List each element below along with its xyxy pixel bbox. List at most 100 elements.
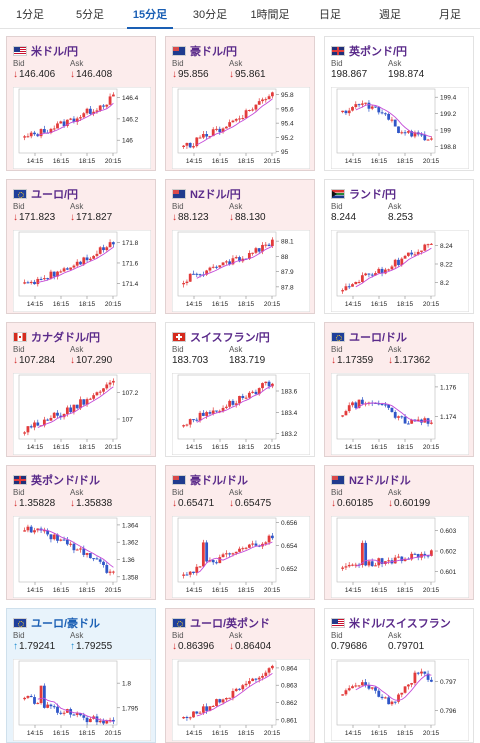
y-tick-label: 8.24: [440, 243, 453, 250]
candle-body: [62, 539, 66, 541]
candle-body: [261, 244, 264, 252]
candle-body: [364, 273, 368, 276]
candle-body: [49, 704, 53, 707]
currency-card[interactable]: 豪ドル/円 Bid Ask ↓95.856 ↓95.861 95.8 95.6 95…: [165, 36, 315, 171]
ask-price: 0.79701: [388, 641, 425, 652]
price-chart: 0.797 0.796 14:15 16:15 18:15 20:15: [331, 659, 469, 741]
candle-body: [420, 250, 423, 252]
candle-body: [429, 138, 433, 140]
candle-body: [79, 548, 82, 550]
currency-card[interactable]: ユーロ/円 Bid Ask ↓171.823 ↓171.827 171.8 171…: [6, 179, 156, 314]
plot-area: [177, 660, 277, 726]
tab-2[interactable]: 15分足: [120, 0, 180, 29]
candle-body: [218, 265, 222, 268]
currency-card[interactable]: 英ポンド/ドル Bid Ask ↓1.35828 ↓1.35838 1.364 1…: [6, 465, 156, 600]
candle-body: [244, 110, 248, 119]
candle-body: [429, 422, 433, 424]
y-tick-label: 199: [440, 128, 451, 135]
eu-flag-icon: [172, 618, 186, 628]
candle-body: [23, 697, 27, 700]
candle-body: [393, 701, 397, 703]
ask-label: Ask: [229, 59, 243, 68]
pair-title: ユーロ/ドル: [331, 329, 407, 345]
currency-card[interactable]: ユーロ/英ポンド Bid Ask ↓0.86396 ↓0.86404 0.864…: [165, 608, 315, 743]
arrow-down-icon: ↓: [331, 355, 336, 366]
candle-body: [224, 698, 228, 700]
candle-body: [231, 691, 235, 698]
ask-value: ↓95.861: [229, 69, 266, 80]
x-tick-label: 14:15: [27, 301, 44, 308]
x-tick-label: 20:15: [423, 301, 440, 308]
candle-body: [192, 571, 195, 573]
candle-body: [108, 242, 112, 248]
tab-4[interactable]: 1時間足: [250, 9, 290, 21]
arrow-down-icon: ↓: [172, 498, 177, 509]
candle-body: [270, 535, 274, 539]
candle-body: [234, 403, 238, 405]
tab-0[interactable]: 1分足: [15, 9, 45, 21]
candle-body: [108, 96, 112, 105]
candle-body: [52, 412, 56, 418]
candle-body: [357, 685, 361, 687]
tab-5[interactable]: 日足: [319, 9, 341, 21]
currency-card[interactable]: NZドル/円 Bid Ask ↓88.123 ↓88.130 88.1 88 87.…: [165, 179, 315, 314]
price-chart: 0.656 0.654 0.652 14:15 16:15 18:15 20:15: [172, 516, 310, 598]
ask-price: 1.35838: [76, 498, 113, 509]
price-chart: 1.364 1.362 1.36 1.358 14:15 16:15 18:15 20:15: [13, 516, 151, 598]
candle-body: [357, 104, 361, 106]
ask-label: Ask: [70, 488, 84, 497]
chart-frame: [172, 516, 310, 598]
y-tick-label: 88.1: [281, 239, 294, 246]
tab-7[interactable]: 月足: [439, 9, 461, 21]
arrow-down-icon: ↓: [331, 498, 336, 509]
candle-body: [49, 534, 53, 540]
pair-name: NZドル/ドル: [349, 475, 411, 487]
candle-body: [234, 551, 238, 554]
y-tick-label: 0.864: [281, 665, 298, 672]
candle-body: [215, 410, 218, 412]
candle-body: [429, 679, 433, 682]
bid-label: Bid: [13, 631, 25, 640]
candle-body: [254, 543, 258, 546]
currency-card[interactable]: NZドル/ドル Bid Ask ↓0.60185 ↓0.60199 0.603 0…: [324, 465, 474, 600]
candle-body: [88, 718, 92, 723]
candle-body: [374, 402, 377, 404]
candle-body: [105, 247, 109, 251]
currency-card[interactable]: ランド/円 Bid Ask 8.244 8.253 8.24 8.22 8.2 14:…: [324, 179, 474, 314]
currency-card[interactable]: ユーロ/ドル Bid Ask ↓1.17359 ↓1.17362 1.176 1.…: [324, 322, 474, 457]
chart-frame: [331, 373, 469, 455]
candle-body: [400, 258, 404, 266]
currency-card[interactable]: ユーロ/豪ドル Bid Ask ↑1.79241 ↑1.79255 1.8 1.7…: [6, 608, 156, 743]
candle-body: [49, 271, 53, 279]
ask-label: Ask: [70, 202, 84, 211]
tab-3[interactable]: 30分足: [192, 9, 228, 21]
currency-card[interactable]: 米ドル/円 Bid Ask ↓146.406 ↓146.408 146.4 146…: [6, 36, 156, 171]
currency-card[interactable]: カナダドル/円 Bid Ask ↓107.284 ↓107.290 107.2 1…: [6, 322, 156, 457]
candle-body: [36, 422, 40, 426]
candle-body: [208, 267, 212, 271]
price-chart: 107.2 107 14:15 16:15 18:15 20:15: [13, 373, 151, 455]
x-tick-label: 14:15: [345, 158, 362, 165]
eu-flag-icon: [13, 618, 27, 628]
ask-value: ↓0.60199: [388, 498, 430, 509]
ask-label: Ask: [229, 345, 243, 354]
candle-body: [188, 571, 192, 575]
currency-card[interactable]: 英ポンド/円 Bid Ask 198.867 198.874 199.4 199.…: [324, 36, 474, 171]
candle-body: [29, 426, 33, 428]
currency-card[interactable]: スイスフラン/円 Bid Ask 183.703 183.719 183.6 18…: [165, 322, 315, 457]
pair-name: ユーロ/円: [31, 189, 79, 201]
candle-body: [367, 561, 371, 566]
candle-body: [360, 103, 364, 105]
currency-card[interactable]: 豪ドル/ドル Bid Ask ↓0.65471 ↓0.65475 0.656 0.…: [165, 465, 315, 600]
candle-body: [247, 252, 251, 259]
bid-value: ↓95.856: [172, 69, 209, 80]
y-tick-label: 146.2: [122, 116, 139, 123]
plot-area: [18, 374, 118, 440]
tab-1[interactable]: 5分足: [75, 9, 105, 21]
tab-6[interactable]: 週足: [379, 9, 401, 21]
candle-body: [383, 697, 387, 699]
candle-body: [413, 254, 417, 256]
candle-body: [341, 110, 345, 113]
candle-body: [370, 687, 374, 689]
currency-card[interactable]: 米ドル/スイスフラン Bid Ask 0.79686 0.79701 0.797…: [324, 608, 474, 743]
